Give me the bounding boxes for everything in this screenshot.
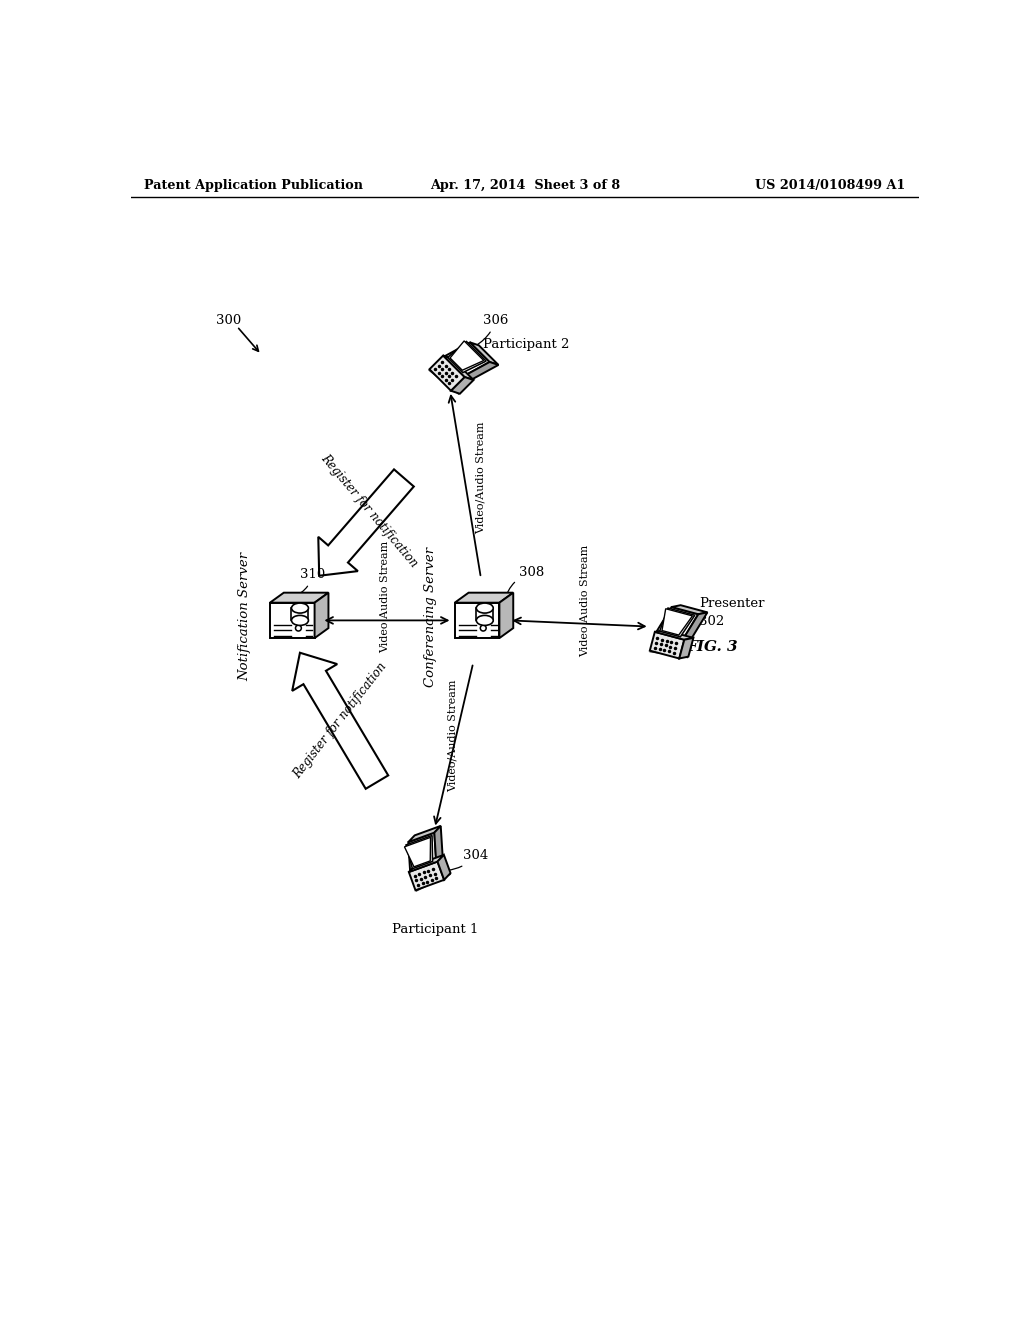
Ellipse shape xyxy=(292,615,308,626)
Text: 300: 300 xyxy=(216,314,242,326)
Polygon shape xyxy=(447,342,486,372)
Polygon shape xyxy=(409,862,444,890)
Polygon shape xyxy=(659,609,695,636)
Polygon shape xyxy=(451,378,473,393)
Text: FIG. 3: FIG. 3 xyxy=(686,640,737,655)
Polygon shape xyxy=(429,355,465,391)
Polygon shape xyxy=(455,603,500,638)
Polygon shape xyxy=(662,609,692,635)
Polygon shape xyxy=(443,355,473,380)
Ellipse shape xyxy=(476,603,494,612)
Bar xyxy=(476,609,494,620)
Polygon shape xyxy=(679,638,693,659)
Polygon shape xyxy=(500,593,513,638)
Polygon shape xyxy=(672,605,708,614)
Circle shape xyxy=(296,626,301,631)
Text: 310: 310 xyxy=(294,568,326,597)
Text: Apr. 17, 2014  Sheet 3 of 8: Apr. 17, 2014 Sheet 3 of 8 xyxy=(430,180,620,193)
Text: Register for notification: Register for notification xyxy=(318,451,420,570)
Text: Video Audio Stream: Video Audio Stream xyxy=(580,544,590,656)
Polygon shape xyxy=(270,603,314,638)
Polygon shape xyxy=(404,837,430,867)
Polygon shape xyxy=(318,470,414,576)
Text: Notification Server: Notification Server xyxy=(238,552,251,681)
Polygon shape xyxy=(428,370,460,395)
Polygon shape xyxy=(444,342,489,376)
Polygon shape xyxy=(409,826,440,842)
Polygon shape xyxy=(270,593,329,603)
Text: Participant 1: Participant 1 xyxy=(391,924,478,936)
Bar xyxy=(292,609,308,620)
Circle shape xyxy=(480,626,486,631)
Polygon shape xyxy=(437,855,451,880)
Text: Conferencing Server: Conferencing Server xyxy=(424,546,437,686)
Polygon shape xyxy=(470,342,499,364)
Polygon shape xyxy=(450,341,483,370)
Text: Video/Audio Stream: Video/Audio Stream xyxy=(447,680,458,792)
Polygon shape xyxy=(654,630,693,640)
Polygon shape xyxy=(292,653,388,789)
Text: US 2014/0108499 A1: US 2014/0108499 A1 xyxy=(755,180,905,193)
Polygon shape xyxy=(434,826,442,862)
Text: 304: 304 xyxy=(447,849,488,870)
Polygon shape xyxy=(656,607,698,639)
Polygon shape xyxy=(650,632,684,659)
Text: Presenter: Presenter xyxy=(698,597,764,610)
Polygon shape xyxy=(409,855,443,873)
Polygon shape xyxy=(314,593,329,638)
Polygon shape xyxy=(409,833,436,871)
Polygon shape xyxy=(464,362,499,379)
Polygon shape xyxy=(416,873,452,892)
Text: Video Audio Stream: Video Audio Stream xyxy=(380,541,390,653)
Polygon shape xyxy=(683,612,708,639)
Text: Participant 2: Participant 2 xyxy=(483,338,569,351)
Ellipse shape xyxy=(292,603,308,612)
Text: Patent Application Publication: Patent Application Publication xyxy=(144,180,364,193)
Text: Register for notification: Register for notification xyxy=(291,660,389,781)
Text: 302: 302 xyxy=(698,615,724,628)
Text: 306: 306 xyxy=(475,314,509,346)
Polygon shape xyxy=(649,651,688,659)
Ellipse shape xyxy=(476,615,494,626)
Text: 308: 308 xyxy=(505,566,545,601)
Polygon shape xyxy=(455,593,513,603)
Polygon shape xyxy=(406,836,432,869)
Text: Video/Audio Stream: Video/Audio Stream xyxy=(475,421,485,535)
